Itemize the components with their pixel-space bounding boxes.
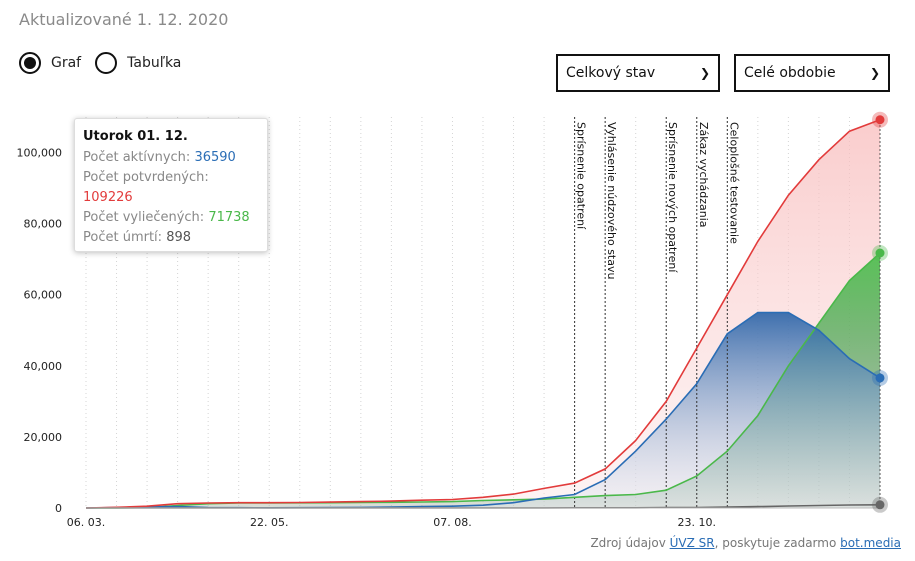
- active-area: [86, 312, 880, 508]
- radio-graf-label: Graf: [51, 55, 82, 71]
- event-label: Zákaz vychádzania: [697, 122, 710, 228]
- y-tick-label: 100,000: [17, 147, 63, 160]
- y-tick-label: 60,000: [24, 289, 63, 302]
- event-label: Vyhlásenie núdzového stavu: [605, 122, 618, 279]
- tooltip-active: Počet aktívnych: 36590: [83, 150, 236, 165]
- y-tick-label: 20,000: [24, 431, 63, 444]
- chevron-down-icon: ❯: [699, 66, 710, 80]
- source-note: Zdroj údajov ÚVZ SR, poskytuje zadarmo b…: [590, 536, 901, 550]
- source-link-uvz[interactable]: ÚVZ SR: [669, 536, 715, 550]
- radio-unselected-icon: [95, 52, 118, 74]
- radio-selected-icon: [19, 52, 41, 74]
- y-tick-label: 40,000: [24, 360, 63, 373]
- view-toggle: Graf Tabuľka: [19, 52, 195, 74]
- tooltip-confirmed: Počet potvrdených: 109226: [83, 170, 209, 205]
- radio-graf[interactable]: Graf: [19, 52, 81, 74]
- x-tick-label: 06. 03.: [67, 516, 105, 529]
- period-select[interactable]: Celé obdobie ❯: [734, 54, 890, 92]
- tooltip-recovered: Počet vyliečených: 71738: [83, 210, 250, 225]
- y-tick-label: 80,000: [24, 218, 63, 231]
- confirmed-marker: [875, 115, 885, 125]
- tooltip-date: Utorok 01. 12.: [83, 129, 188, 144]
- period-select-value: Celé obdobie: [744, 65, 836, 81]
- radio-tabulka[interactable]: Tabuľka: [95, 52, 181, 74]
- x-tick-label: 23. 10.: [678, 516, 716, 529]
- state-select[interactable]: Celkový stav ❯: [556, 54, 720, 92]
- chevron-down-icon: ❯: [869, 66, 880, 80]
- event-label: Celoplošné testovanie: [727, 122, 740, 244]
- x-tick-label: 07. 08.: [433, 516, 471, 529]
- confirmed-line: [85, 119, 881, 509]
- x-tick-label: 22. 05.: [250, 516, 288, 529]
- recovered-marker: [875, 248, 885, 258]
- tooltip-recovered-value: 71738: [208, 210, 250, 225]
- hover-tooltip: Utorok 01. 12. Počet aktívnych: 36590 Po…: [74, 118, 268, 252]
- tooltip-deaths-value: 898: [166, 230, 192, 245]
- y-tick-label: 0: [55, 502, 62, 515]
- tooltip-active-value: 36590: [194, 150, 236, 165]
- source-link-botmedia[interactable]: bot.media: [840, 536, 901, 550]
- updated-date: Aktualizované 1. 12. 2020: [19, 10, 229, 29]
- deaths-marker: [875, 500, 885, 510]
- tooltip-confirmed-value: 109226: [83, 190, 133, 205]
- tooltip-deaths: Počet úmrtí: 898: [83, 230, 192, 245]
- event-label: Sprísnenie opatrení: [575, 122, 588, 230]
- active-marker: [875, 373, 885, 383]
- state-select-value: Celkový stav: [566, 65, 656, 81]
- radio-tabulka-label: Tabuľka: [127, 55, 182, 71]
- event-label: Sprísnenie nových opatrení: [666, 122, 679, 273]
